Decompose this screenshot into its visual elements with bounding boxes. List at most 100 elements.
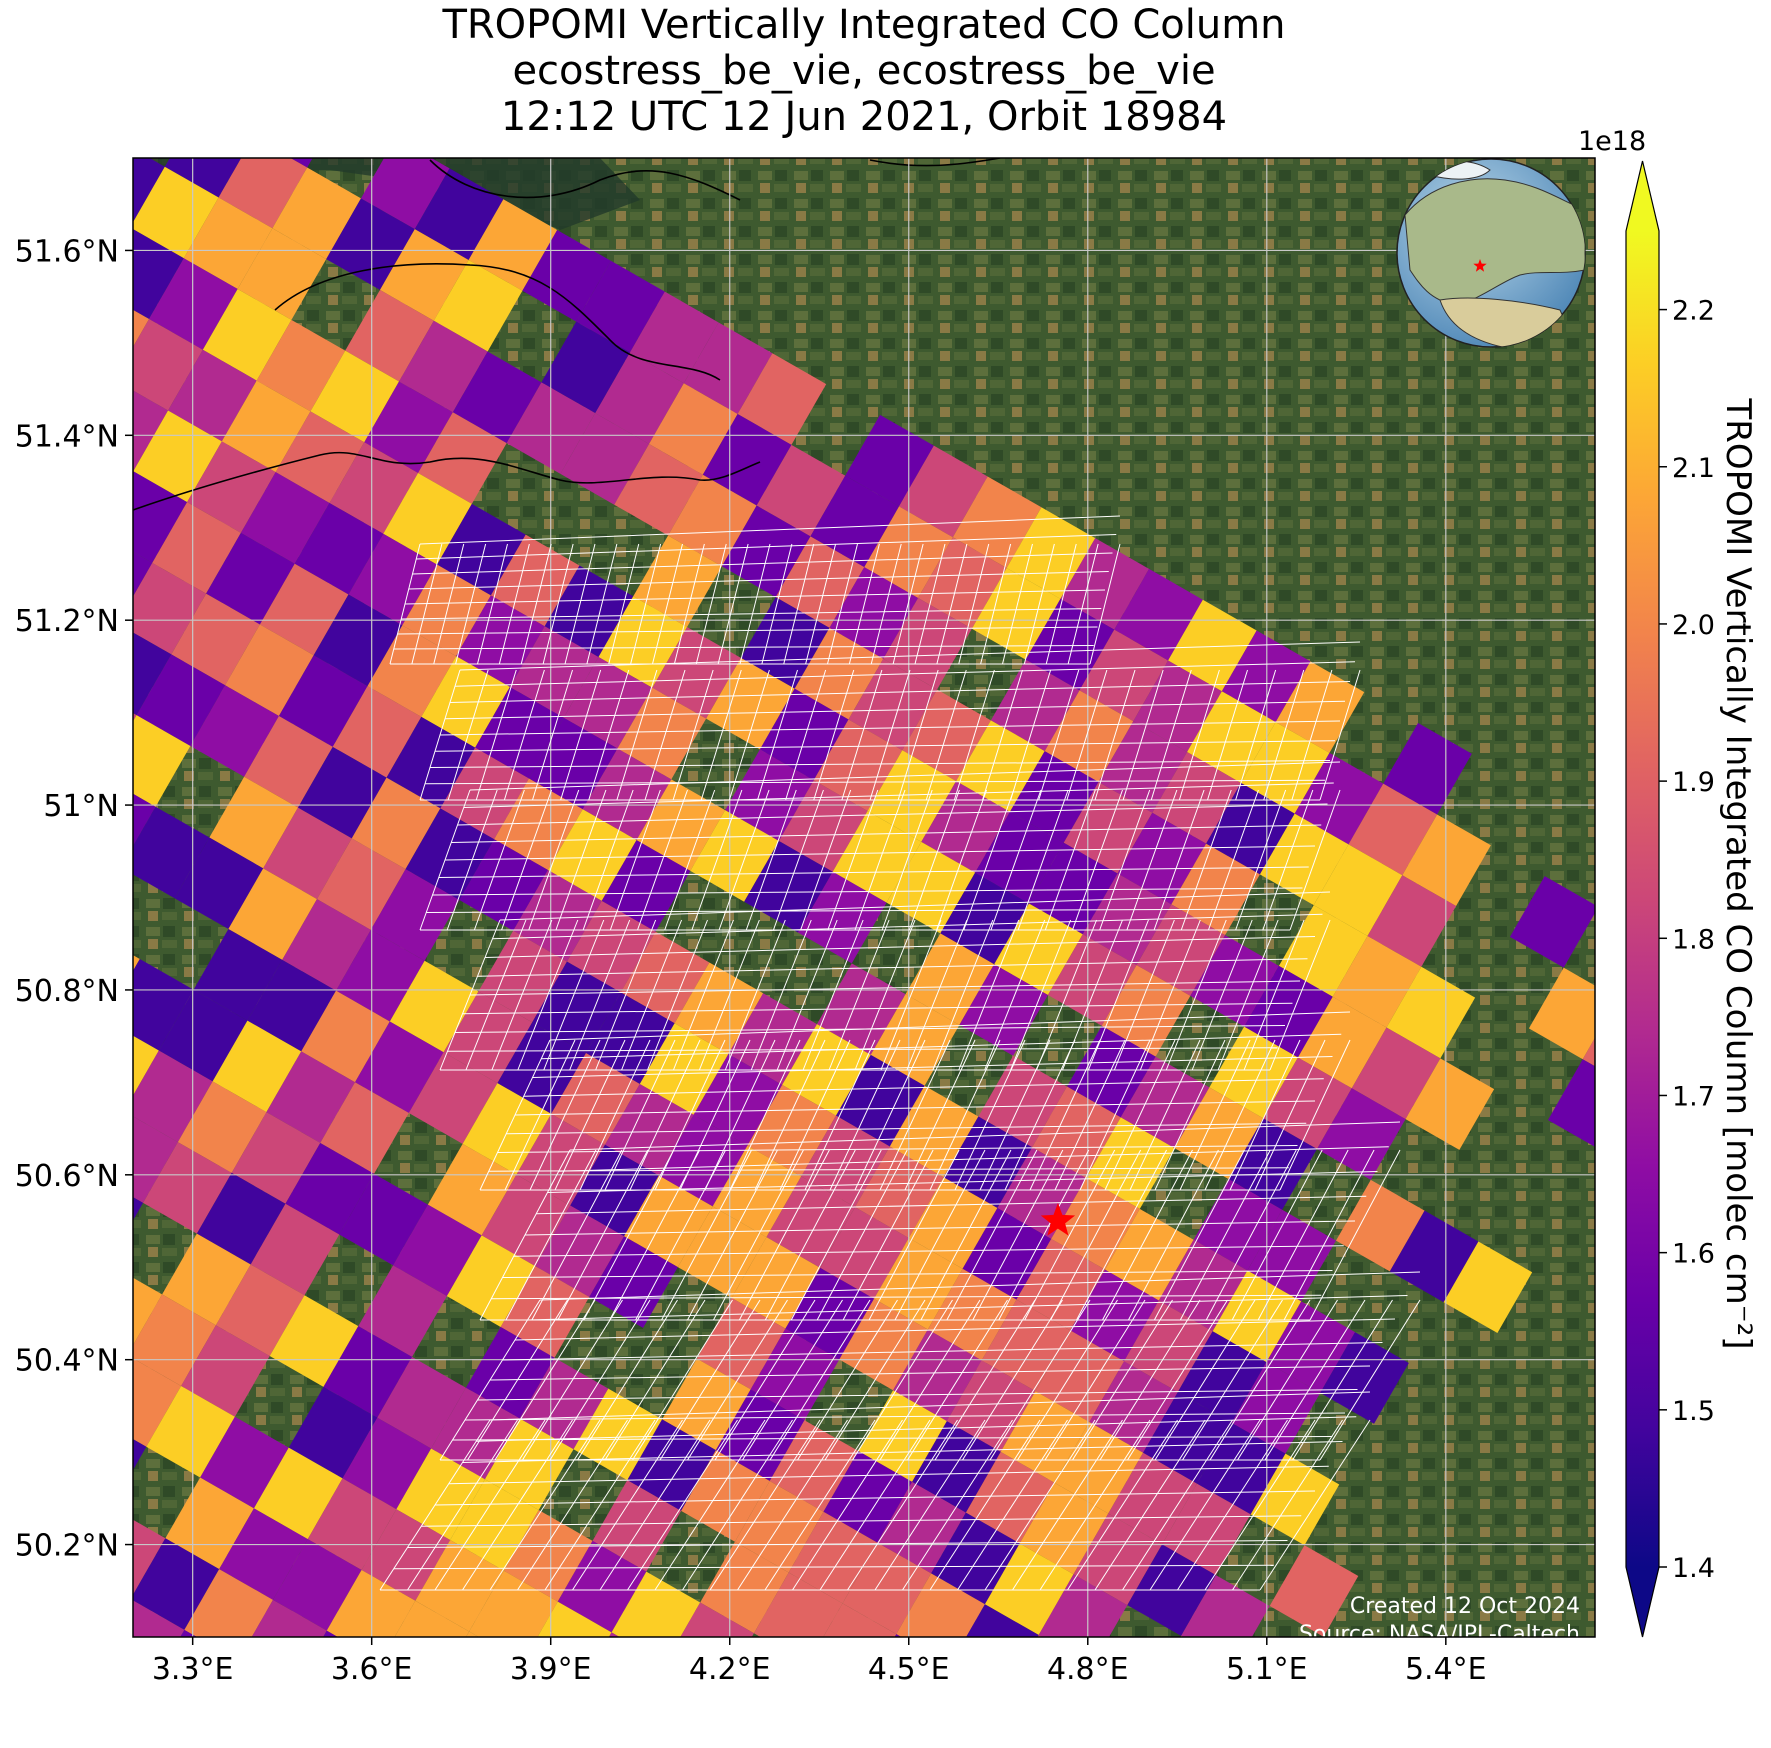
ecostress-grid-line bbox=[1127, 1149, 1219, 1321]
co-pixel bbox=[367, 625, 457, 717]
co-pixel bbox=[323, 1630, 338, 1637]
ecostress-grid-line bbox=[870, 543, 902, 665]
co-pixel bbox=[662, 1358, 751, 1451]
ecostress-grid-line bbox=[698, 919, 760, 1071]
co-pixel bbox=[32, 837, 121, 929]
co-pixel bbox=[652, 627, 741, 719]
co-pixel bbox=[1402, 814, 1491, 907]
co-pixel bbox=[326, 1569, 416, 1637]
ecostress-grid-line bbox=[1205, 1149, 1297, 1321]
ecostress-grid-line bbox=[489, 1391, 1371, 1421]
ecostress-grid-line bbox=[1232, 1419, 1343, 1591]
co-pixel bbox=[228, 868, 317, 960]
ecostress-scene-grid bbox=[419, 761, 1341, 931]
ecostress-grid-line bbox=[1165, 919, 1227, 1071]
co-pixel bbox=[605, 1083, 694, 1176]
co-pixel bbox=[1114, 568, 1203, 661]
co-pixel bbox=[266, 1051, 356, 1143]
co-pixel bbox=[285, 1142, 375, 1235]
ecostress-grid-line bbox=[854, 1039, 926, 1191]
co-pixel bbox=[212, 1020, 302, 1113]
co-pixel bbox=[313, 594, 403, 687]
co-pixel bbox=[608, 1632, 620, 1637]
ecostress-grid-line bbox=[894, 1149, 986, 1321]
co-pixel bbox=[1133, 660, 1222, 753]
co-pixel bbox=[788, 1511, 878, 1604]
ecostress-grid-line bbox=[488, 1167, 1289, 1172]
co-pixel bbox=[940, 872, 1029, 965]
ecostress-grid-line bbox=[491, 1294, 1322, 1300]
co-pixel bbox=[700, 1541, 789, 1634]
ecostress-grid-line bbox=[434, 1419, 546, 1591]
co-pixel bbox=[42, 1568, 131, 1660]
co-pixel bbox=[680, 1602, 754, 1637]
co-pixel bbox=[706, 657, 795, 750]
co-pixel bbox=[614, 443, 703, 536]
co-pixel bbox=[269, 1295, 359, 1387]
ecostress-grid-line bbox=[408, 571, 1109, 590]
colorbar-extend-max bbox=[1626, 161, 1659, 231]
ecostress-grid-line bbox=[1067, 543, 1099, 665]
co-pixel bbox=[452, 351, 542, 444]
co-pixel bbox=[133, 166, 219, 259]
ecostress-grid-line bbox=[879, 1299, 981, 1461]
co-pixel bbox=[839, 1298, 928, 1391]
ecostress-grid-line bbox=[946, 1149, 1038, 1321]
ecostress-grid-line bbox=[672, 919, 734, 1071]
ecostress-grid-line bbox=[769, 1299, 871, 1461]
co-pixel bbox=[133, 793, 156, 847]
y-tick-label: 51.4°N bbox=[15, 419, 119, 454]
ecostress-grid-line bbox=[879, 1039, 951, 1191]
ecostress-grid-line bbox=[452, 1436, 1333, 1441]
co-pixel bbox=[383, 473, 472, 565]
co-pixel bbox=[133, 959, 194, 1051]
ecostress-grid-line bbox=[1182, 1299, 1283, 1461]
co-pixel bbox=[560, 413, 650, 505]
ecostress-grid-line bbox=[664, 789, 716, 931]
ecostress-grid-line bbox=[429, 760, 1331, 768]
co-pixel bbox=[532, 961, 621, 1054]
ecostress-grid-line bbox=[635, 1149, 727, 1321]
ecostress-grid-line bbox=[659, 1299, 761, 1461]
co-pixel bbox=[1177, 1331, 1267, 1423]
ecostress-grid-line bbox=[1179, 1039, 1251, 1191]
colorbar-tick-label: 2.0 bbox=[1672, 610, 1715, 641]
ecostress-grid-line bbox=[958, 543, 990, 665]
co-pixel bbox=[867, 750, 957, 842]
co-pixel bbox=[316, 838, 406, 930]
ecostress-grid-line bbox=[1292, 1299, 1393, 1461]
ecostress-grid-line bbox=[527, 1295, 1408, 1321]
co-pixel bbox=[22, 105, 111, 197]
co-pixel bbox=[290, 158, 313, 168]
co-pixel bbox=[1405, 1058, 1495, 1150]
co-pixel bbox=[927, 1268, 1017, 1361]
ecostress-grid-line bbox=[1154, 1039, 1226, 1191]
co-pixel bbox=[702, 414, 792, 506]
ecostress-grid-line bbox=[451, 824, 1322, 843]
ecostress-grid-line bbox=[1054, 1039, 1126, 1191]
ecostress-grid-line bbox=[739, 543, 771, 665]
ecostress-grid-line bbox=[469, 980, 1301, 996]
y-tick-label: 50.2°N bbox=[15, 1529, 119, 1564]
co-pixel bbox=[931, 1512, 1020, 1605]
co-pixel bbox=[728, 993, 817, 1085]
co-pixel bbox=[10, 501, 99, 593]
ecostress-grid-line bbox=[841, 669, 883, 801]
co-pixel bbox=[1443, 1241, 1533, 1334]
y-tick-label: 50.6°N bbox=[15, 1159, 119, 1194]
ecostress-grid-line bbox=[543, 919, 605, 1071]
ecostress-grid-line bbox=[1257, 1149, 1349, 1321]
credit-source: Source: NASA/JPL-Caltech bbox=[1299, 1622, 1580, 1647]
ecostress-grid-line bbox=[1149, 1419, 1261, 1591]
ecostress-grid-line bbox=[432, 887, 1303, 896]
co-pixel bbox=[209, 776, 298, 869]
co-pixel bbox=[355, 1021, 444, 1114]
ecostress-grid-line bbox=[539, 1271, 1421, 1301]
co-pixel bbox=[433, 259, 523, 352]
colorbar-tick-label: 1.4 bbox=[1672, 1553, 1715, 1584]
ecostress-grid-line bbox=[604, 1299, 706, 1461]
ecostress-grid-line bbox=[1235, 669, 1277, 801]
co-pixel bbox=[339, 1173, 428, 1266]
ecostress-grid-line bbox=[1191, 919, 1253, 1071]
ecostress-grid-line bbox=[990, 789, 1042, 931]
